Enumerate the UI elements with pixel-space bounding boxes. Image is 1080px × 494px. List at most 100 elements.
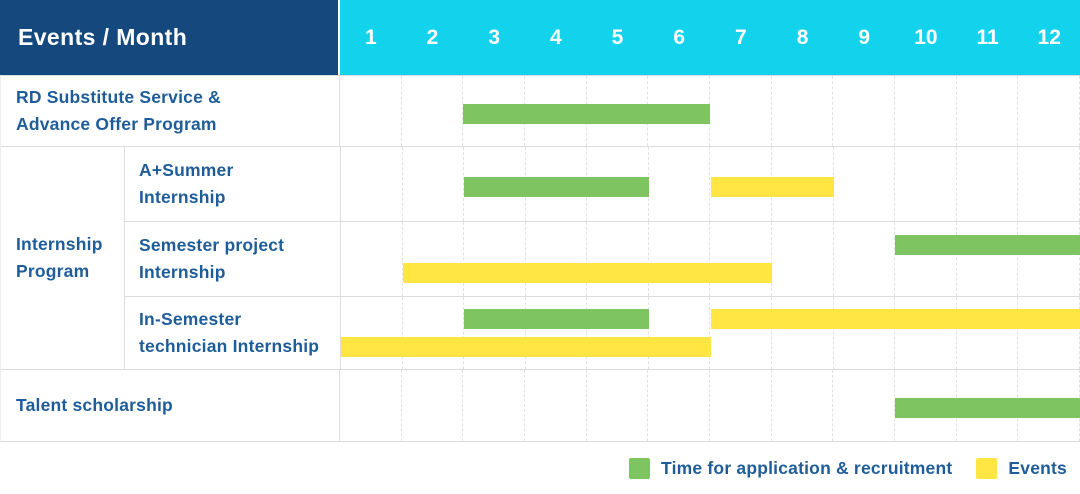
month-gridline-cell — [957, 297, 1019, 369]
month-header-row: 1 2 3 4 5 6 7 8 9 10 11 12 — [340, 0, 1080, 75]
month-gridline-cell — [833, 370, 896, 441]
legend-item-events: Events — [976, 458, 1067, 479]
recruitment-bar — [464, 309, 649, 330]
month-gridline-cell — [403, 297, 465, 369]
row-label-rd-substitute: RD Substitute Service & Advance Offer Pr… — [1, 76, 340, 146]
recruitment-bar — [463, 103, 710, 124]
table-row: Talent scholarship — [1, 369, 1080, 442]
gantt-row-chart — [341, 222, 1080, 296]
month-gridline-cell — [1018, 147, 1080, 221]
row-label-text: A+Summer Internship — [139, 159, 234, 207]
month-gridline-cell — [402, 370, 464, 441]
month-gridline-cell — [340, 370, 402, 441]
month-gridline-cell — [649, 222, 711, 296]
month-gridline-cell — [772, 222, 834, 296]
header-divider — [338, 0, 340, 75]
month-gridline-cell — [834, 297, 896, 369]
table-row: In-Semester technician Internship — [125, 296, 1080, 369]
month-gridline-cell — [464, 222, 526, 296]
month-gridline-cell — [403, 222, 465, 296]
month-gridline-cell — [525, 370, 587, 441]
month-gridline-cell — [957, 76, 1019, 146]
row-label-talent-scholarship: Talent scholarship — [1, 370, 340, 441]
month-gridline-cell — [403, 147, 465, 221]
month-gridline-cell — [895, 76, 957, 146]
month-gridline-cell — [772, 297, 834, 369]
month-gridline-cell — [834, 222, 896, 296]
legend-swatch-event — [976, 458, 998, 479]
month-gridline-cell — [834, 147, 896, 221]
recruitment-bar — [895, 234, 1080, 255]
table-header: Events / Month 1 2 3 4 5 6 7 8 9 10 11 12 — [0, 0, 1080, 75]
group-rows: A+Summer Internship Semester project Int… — [125, 147, 1080, 369]
gantt-row-chart — [340, 370, 1080, 441]
month-gridline-cell — [341, 222, 403, 296]
month-gridline-cell — [526, 297, 588, 369]
events-month-header-label: Events / Month — [18, 24, 188, 50]
month-header-cell: 10 — [914, 25, 938, 49]
row-label-text: RD Substitute Service & Advance Offer Pr… — [16, 86, 221, 134]
month-gridline-cell — [341, 147, 403, 221]
month-header-cell: 2 — [426, 25, 439, 49]
legend-label-events: Events — [1008, 458, 1067, 478]
table-row: Semester project Internship — [125, 221, 1080, 296]
legend-label-recruitment: Time for application & recruitment — [661, 458, 953, 478]
recruitment-bar — [464, 176, 649, 197]
month-gridline-cell — [463, 370, 526, 441]
month-gridline-cell — [587, 222, 649, 296]
row-label-semester-project: Semester project Internship — [125, 222, 341, 296]
month-gridline-cell — [464, 297, 526, 369]
month-gridline-cell — [895, 147, 957, 221]
month-header-cell: 11 — [976, 25, 999, 49]
month-gridline-cell — [1018, 76, 1080, 146]
gantt-row-chart — [340, 76, 1080, 146]
month-gridline-cell — [957, 222, 1019, 296]
month-gridline-cell — [772, 370, 834, 441]
month-gridline-cell — [1018, 297, 1080, 369]
event-bar — [402, 263, 773, 284]
month-gridline-cell — [895, 297, 957, 369]
month-gridline-cell — [341, 297, 403, 369]
row-label-in-semester-technician: In-Semester technician Internship — [125, 297, 341, 369]
month-gridline-cell — [526, 222, 588, 296]
month-gridline-cell — [710, 370, 772, 441]
table-body: RD Substitute Service & Advance Offer Pr… — [0, 75, 1080, 442]
month-gridline-cell — [649, 147, 711, 221]
row-label-a-plus-summer: A+Summer Internship — [125, 147, 341, 221]
row-label-text: Semester project Internship — [139, 234, 285, 282]
month-header-cell: 7 — [735, 25, 747, 49]
month-gridline-cell — [402, 76, 464, 146]
legend-swatch-recruitment — [629, 458, 651, 479]
legend-item-recruitment: Time for application & recruitment — [629, 458, 952, 479]
month-gridline-cell — [710, 76, 772, 146]
recruitment-bar — [895, 398, 1080, 419]
month-header-cell: 3 — [488, 25, 501, 49]
row-label-text: In-Semester technician Internship — [139, 308, 320, 356]
month-header-cell: 6 — [673, 25, 686, 49]
month-gridline-cell — [895, 222, 957, 296]
legend: Time for application & recruitment Event… — [0, 442, 1080, 494]
month-gridline-cell — [340, 76, 402, 146]
table-row: RD Substitute Service & Advance Offer Pr… — [1, 75, 1080, 146]
month-gridline-cell — [587, 297, 649, 369]
month-gridline-cell — [1018, 222, 1080, 296]
month-gridline-cell — [648, 370, 711, 441]
month-header-cell: 4 — [550, 25, 562, 49]
gantt-row-chart — [341, 297, 1080, 369]
month-gridline-cell — [772, 76, 834, 146]
month-header-cell: 8 — [796, 25, 809, 49]
month-gridline-cell — [710, 222, 773, 296]
month-gridline-cell — [833, 76, 896, 146]
group-label-text: Internship Program — [16, 233, 103, 281]
month-gridline-cell — [587, 370, 649, 441]
event-bar — [710, 309, 1080, 330]
events-month-header-cell: Events / Month — [0, 0, 338, 75]
internship-program-group: Internship Program A+Summer Internship S… — [1, 146, 1080, 369]
month-header-cell: 9 — [858, 25, 871, 49]
month-gridline-cell — [649, 297, 711, 369]
month-gridline-cell — [957, 147, 1019, 221]
group-label-internship-program: Internship Program — [1, 147, 125, 369]
month-header-cell: 1 — [364, 25, 377, 49]
month-header-cell: 5 — [611, 25, 624, 49]
